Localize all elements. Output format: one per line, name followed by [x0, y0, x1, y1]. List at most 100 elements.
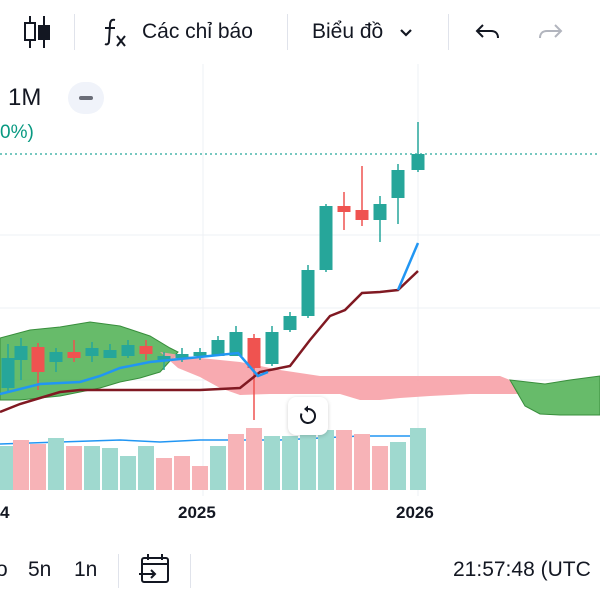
candle [355, 166, 369, 226]
candle-body [319, 206, 333, 270]
candle [14, 338, 28, 380]
candle-body [337, 206, 351, 212]
cloud-bearish [160, 352, 520, 400]
bottom-divider [190, 554, 191, 588]
undo-button[interactable] [472, 12, 502, 52]
volume-bar [13, 440, 29, 490]
candles [1, 122, 425, 420]
candle [211, 336, 225, 356]
calendar-arrow-icon [139, 554, 169, 583]
volume-bar [390, 442, 406, 490]
volume-bar [138, 446, 154, 490]
candle [391, 164, 405, 224]
cloud-bullish-future [509, 375, 600, 416]
redo-icon [539, 24, 563, 39]
volume-bar [102, 448, 118, 490]
candle-body [247, 338, 261, 368]
candle-body [355, 210, 369, 220]
candle-body [283, 316, 297, 330]
candle [301, 265, 315, 318]
reset-chart-button[interactable] [288, 397, 328, 435]
price-chart[interactable] [0, 64, 600, 544]
volume-bar [318, 430, 334, 490]
x-axis-label: 2026 [396, 503, 434, 522]
volume-bar [66, 446, 82, 490]
candle [411, 122, 425, 172]
candle-body [265, 332, 279, 364]
goto-date-button[interactable] [138, 552, 172, 591]
conversion-line [0, 351, 269, 396]
candle [373, 196, 387, 242]
interval-label: 1M [8, 84, 42, 111]
chart-type-label: Biểu đồ [312, 20, 384, 43]
volume-bar [84, 446, 100, 490]
base-line [0, 270, 419, 414]
volume-bar [372, 446, 388, 490]
candle-body [211, 340, 225, 356]
candle-body [49, 352, 63, 362]
candle [229, 326, 243, 356]
reset-icon [300, 405, 317, 424]
indicators-label: Các chỉ báo [142, 20, 253, 43]
bottom-divider [118, 554, 119, 588]
candle [265, 326, 279, 366]
volume-bar [30, 444, 46, 490]
range-button[interactable]: o [0, 558, 8, 581]
candle [1, 344, 15, 392]
candle [337, 192, 351, 230]
candle [319, 204, 333, 272]
x-axis-label: 4 [0, 503, 10, 522]
chart-style-button[interactable] [22, 12, 52, 52]
chevron-down-icon [400, 29, 413, 37]
candle-body [1, 358, 15, 388]
volume-bar [156, 458, 172, 490]
candle [85, 342, 99, 362]
conversion-line-recent [396, 242, 420, 291]
candle [103, 344, 117, 358]
volume-bars [0, 428, 426, 490]
volume-bar [0, 446, 16, 490]
range-button-1n[interactable]: 1n [74, 558, 98, 581]
candle-body [301, 270, 315, 316]
candles-icon [24, 16, 50, 48]
volume-bar [192, 466, 208, 490]
volume-bar [120, 456, 136, 490]
candle [139, 340, 153, 360]
clock-time[interactable]: 21:57:48 (UTC [453, 558, 591, 581]
bottom-toolbar: o 5n 1n 21:57:48 (UTC [0, 544, 600, 600]
volume-bar [354, 434, 370, 490]
toolbar-divider [74, 14, 75, 50]
top-toolbar: Các chỉ báo Biểu đồ [0, 0, 600, 64]
volume-bar [228, 434, 244, 490]
chart-type-dropdown[interactable]: Biểu đồ [312, 12, 417, 52]
toolbar-divider [448, 14, 449, 50]
volume-bar [210, 446, 226, 490]
volume-bar [246, 428, 262, 490]
candle-body [103, 350, 117, 358]
candle-body [391, 170, 405, 198]
candle-body [175, 354, 189, 358]
volume-bar [264, 436, 280, 490]
candle [283, 312, 297, 332]
redo-button[interactable] [536, 12, 566, 52]
fx-icon [104, 18, 126, 47]
candle [67, 340, 81, 362]
candle-body [411, 154, 425, 170]
candle-body [31, 347, 45, 372]
collapse-legend-button[interactable] [68, 82, 104, 114]
toolbar-divider [287, 14, 288, 50]
candle-body [14, 346, 28, 360]
indicators-button[interactable]: Các chỉ báo [100, 12, 253, 52]
volume-bar [174, 456, 190, 490]
candle-body [157, 356, 171, 360]
volume-bar [410, 428, 426, 490]
candle [49, 348, 63, 372]
change-percent: 0%) [0, 122, 34, 143]
candle-body [121, 345, 135, 356]
candle-body [67, 352, 81, 358]
range-button-5n[interactable]: 5n [28, 558, 52, 581]
x-axis-label: 2025 [178, 503, 216, 522]
minus-icon [79, 96, 93, 100]
candle-body [85, 348, 99, 356]
candle-body [193, 352, 207, 356]
